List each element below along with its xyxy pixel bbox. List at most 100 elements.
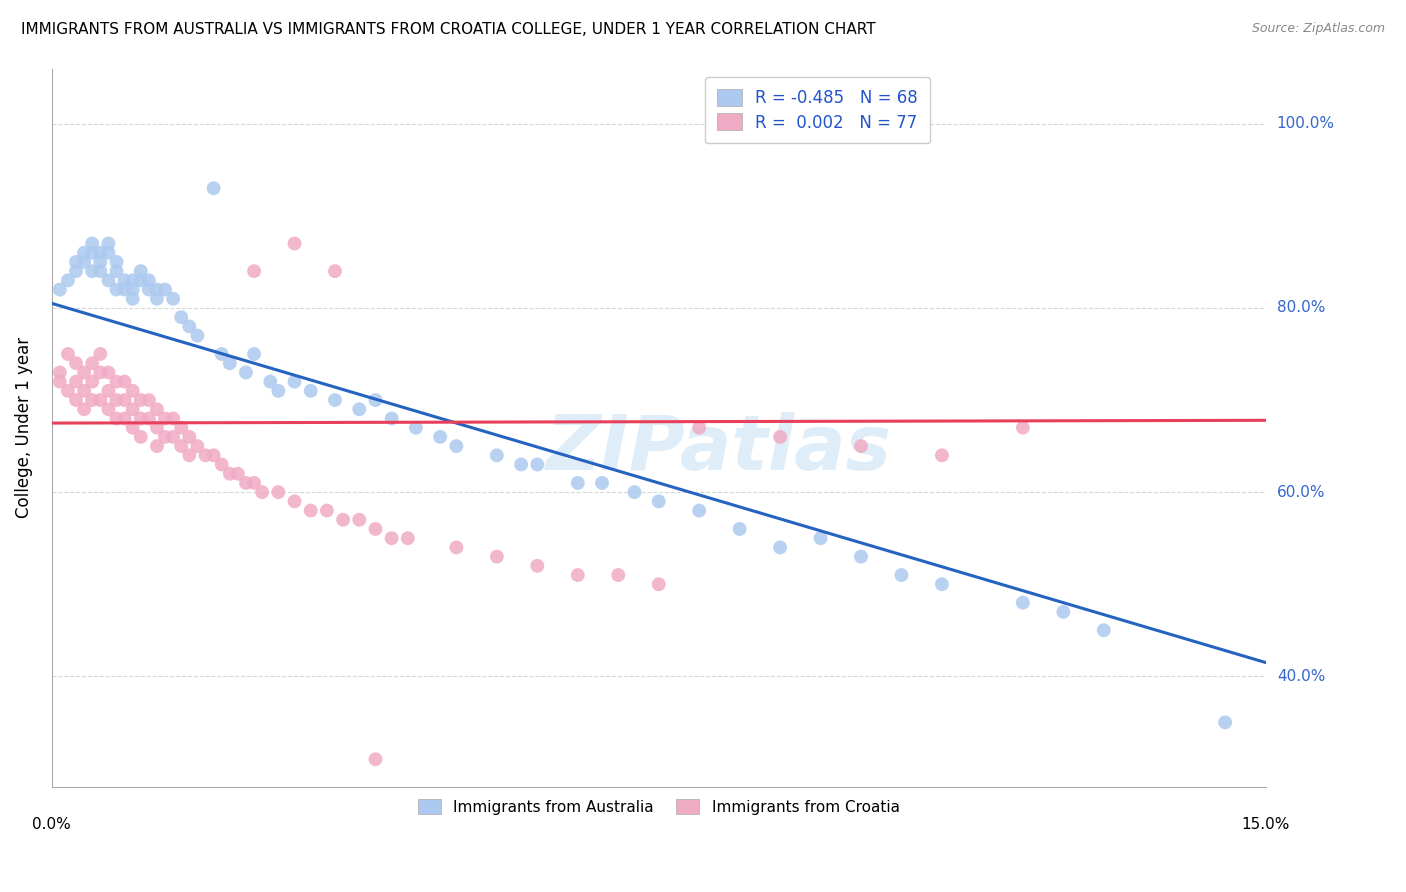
Point <box>170 310 193 325</box>
Point <box>73 384 96 398</box>
Point <box>105 264 128 278</box>
Point <box>179 430 201 444</box>
Point <box>647 577 669 591</box>
Point <box>146 292 169 306</box>
Point <box>162 292 184 306</box>
Point <box>591 475 613 490</box>
Point <box>405 420 427 434</box>
Point <box>332 513 354 527</box>
Point <box>97 236 120 251</box>
Point <box>267 384 290 398</box>
Y-axis label: College, Under 1 year: College, Under 1 year <box>15 337 32 518</box>
Point <box>446 439 468 453</box>
Point <box>243 475 266 490</box>
Point <box>607 568 630 582</box>
Point <box>218 356 240 370</box>
Point <box>146 402 169 417</box>
Point <box>129 392 152 407</box>
Point <box>186 328 208 343</box>
Point <box>647 494 669 508</box>
Point <box>202 181 225 195</box>
Point <box>211 347 233 361</box>
Point <box>1092 624 1115 638</box>
Point <box>243 264 266 278</box>
Point <box>129 264 152 278</box>
Point <box>73 366 96 380</box>
Point <box>121 292 143 306</box>
Point <box>65 375 87 389</box>
Point <box>82 236 104 251</box>
Point <box>56 273 79 287</box>
Point <box>364 752 387 766</box>
Point <box>381 531 404 545</box>
Point <box>211 458 233 472</box>
Point <box>65 264 87 278</box>
Point <box>162 430 184 444</box>
Point <box>73 255 96 269</box>
Point <box>129 273 152 287</box>
Point <box>138 273 160 287</box>
Point <box>146 420 169 434</box>
Point <box>105 375 128 389</box>
Point <box>97 273 120 287</box>
Point <box>179 319 201 334</box>
Point <box>114 283 136 297</box>
Point <box>121 273 143 287</box>
Point <box>429 430 451 444</box>
Point <box>364 522 387 536</box>
Point <box>769 541 792 555</box>
Text: ZIPatlas: ZIPatlas <box>547 412 893 486</box>
Point <box>1012 596 1035 610</box>
Point <box>105 392 128 407</box>
Point <box>250 485 273 500</box>
Point <box>364 392 387 407</box>
Point <box>218 467 240 481</box>
Point <box>138 392 160 407</box>
Point <box>526 458 548 472</box>
Point <box>485 549 508 564</box>
Point <box>931 448 953 462</box>
Point <box>567 568 589 582</box>
Point <box>89 366 111 380</box>
Point <box>65 392 87 407</box>
Point <box>97 366 120 380</box>
Point <box>114 273 136 287</box>
Point <box>121 402 143 417</box>
Point <box>259 375 281 389</box>
Point <box>283 236 305 251</box>
Point <box>73 402 96 417</box>
Point <box>283 375 305 389</box>
Point <box>162 411 184 425</box>
Point <box>49 366 72 380</box>
Point <box>623 485 645 500</box>
Point <box>485 448 508 462</box>
Point <box>89 392 111 407</box>
Point <box>769 430 792 444</box>
Point <box>89 255 111 269</box>
Point <box>1012 420 1035 434</box>
Point <box>146 439 169 453</box>
Point <box>186 439 208 453</box>
Point <box>510 458 533 472</box>
Point <box>153 411 176 425</box>
Point <box>73 245 96 260</box>
Point <box>138 411 160 425</box>
Point <box>129 430 152 444</box>
Point <box>179 448 201 462</box>
Point <box>170 439 193 453</box>
Legend: Immigrants from Australia, Immigrants from Croatia: Immigrants from Australia, Immigrants fr… <box>411 791 907 822</box>
Point <box>526 558 548 573</box>
Point <box>82 392 104 407</box>
Point <box>114 411 136 425</box>
Point <box>688 503 710 517</box>
Point <box>170 420 193 434</box>
Point <box>349 402 371 417</box>
Point <box>226 467 249 481</box>
Text: 15.0%: 15.0% <box>1241 817 1289 832</box>
Point <box>49 283 72 297</box>
Point <box>323 392 346 407</box>
Point <box>65 356 87 370</box>
Point <box>97 402 120 417</box>
Point <box>146 283 169 297</box>
Point <box>299 384 322 398</box>
